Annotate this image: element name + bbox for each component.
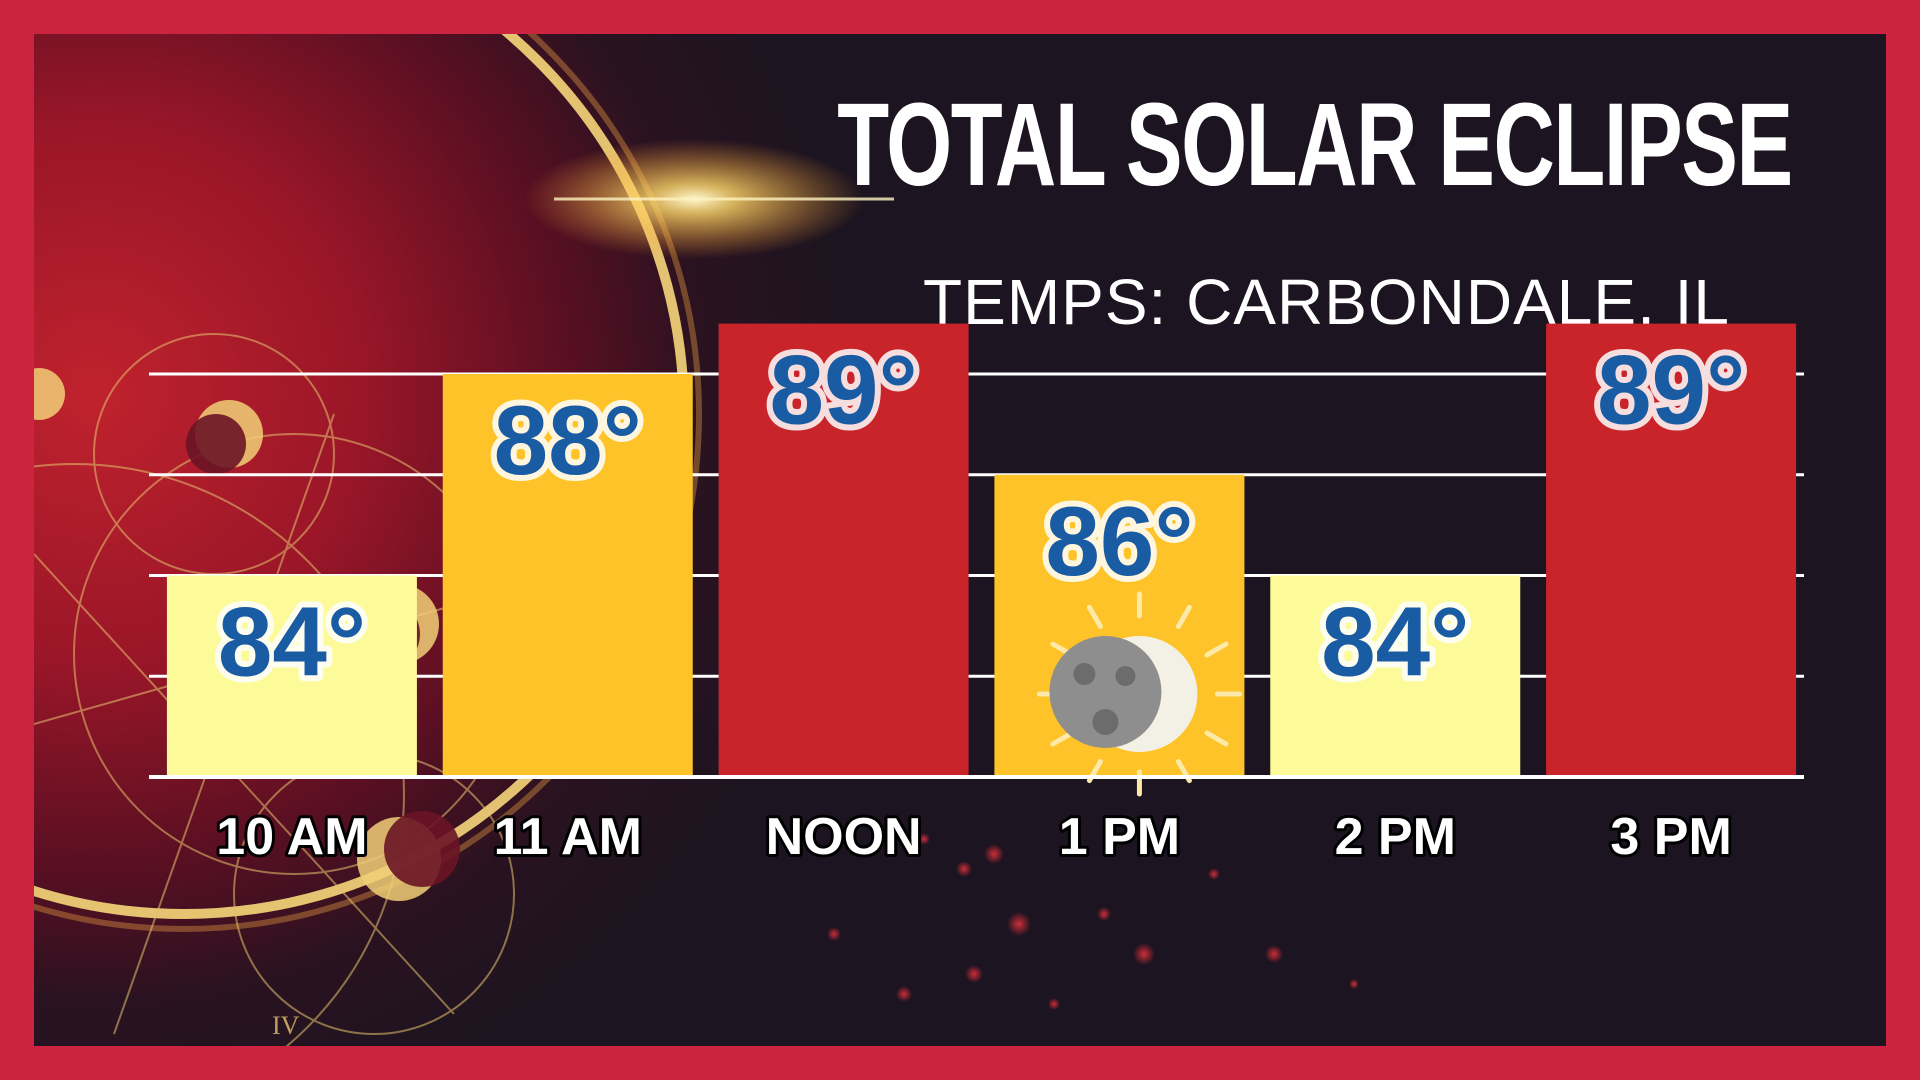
bar-4 bbox=[1270, 575, 1521, 777]
roman-numeral-text: IV bbox=[272, 1011, 300, 1040]
value-label: 89° bbox=[769, 335, 917, 445]
bokeh-dots bbox=[827, 833, 1359, 1010]
category-label: NOON bbox=[766, 808, 922, 866]
chart-subtitle: TEMPS: CARBONDALE, IL bbox=[923, 266, 1730, 338]
value-label-glow: 88° bbox=[494, 385, 642, 495]
bar-2 bbox=[718, 323, 969, 777]
category-label: 3 PM bbox=[1610, 808, 1731, 866]
value-label-glow: 84° bbox=[218, 587, 366, 697]
value-label: 86° bbox=[1045, 486, 1193, 596]
value-label-glow: 89° bbox=[769, 335, 917, 445]
value-label-glow: 84° bbox=[1321, 587, 1469, 697]
chart-title: TOTAL SOLAR ECLIPSE bbox=[837, 79, 1794, 211]
graphic-canvas: IV TOTAL SOLAR ECLIPSE TEMPS: CARBONDALE… bbox=[34, 34, 1886, 1046]
bar-1 bbox=[442, 374, 693, 777]
value-label-glow: 86° bbox=[1045, 486, 1193, 596]
category-label: 2 PM bbox=[1335, 808, 1456, 866]
value-label: 84° bbox=[1321, 587, 1469, 697]
category-label: 11 AM bbox=[494, 808, 642, 866]
bar-5 bbox=[1546, 323, 1797, 777]
bar-0 bbox=[166, 575, 417, 777]
category-label: 1 PM bbox=[1059, 808, 1180, 866]
category-label: 10 AM bbox=[216, 808, 367, 866]
value-label-glow: 89° bbox=[1597, 335, 1745, 445]
eclipse-sun-icon bbox=[1036, 591, 1242, 797]
value-label: 89° bbox=[1597, 335, 1745, 445]
value-label: 84° bbox=[218, 587, 366, 697]
value-label: 88° bbox=[494, 385, 642, 495]
